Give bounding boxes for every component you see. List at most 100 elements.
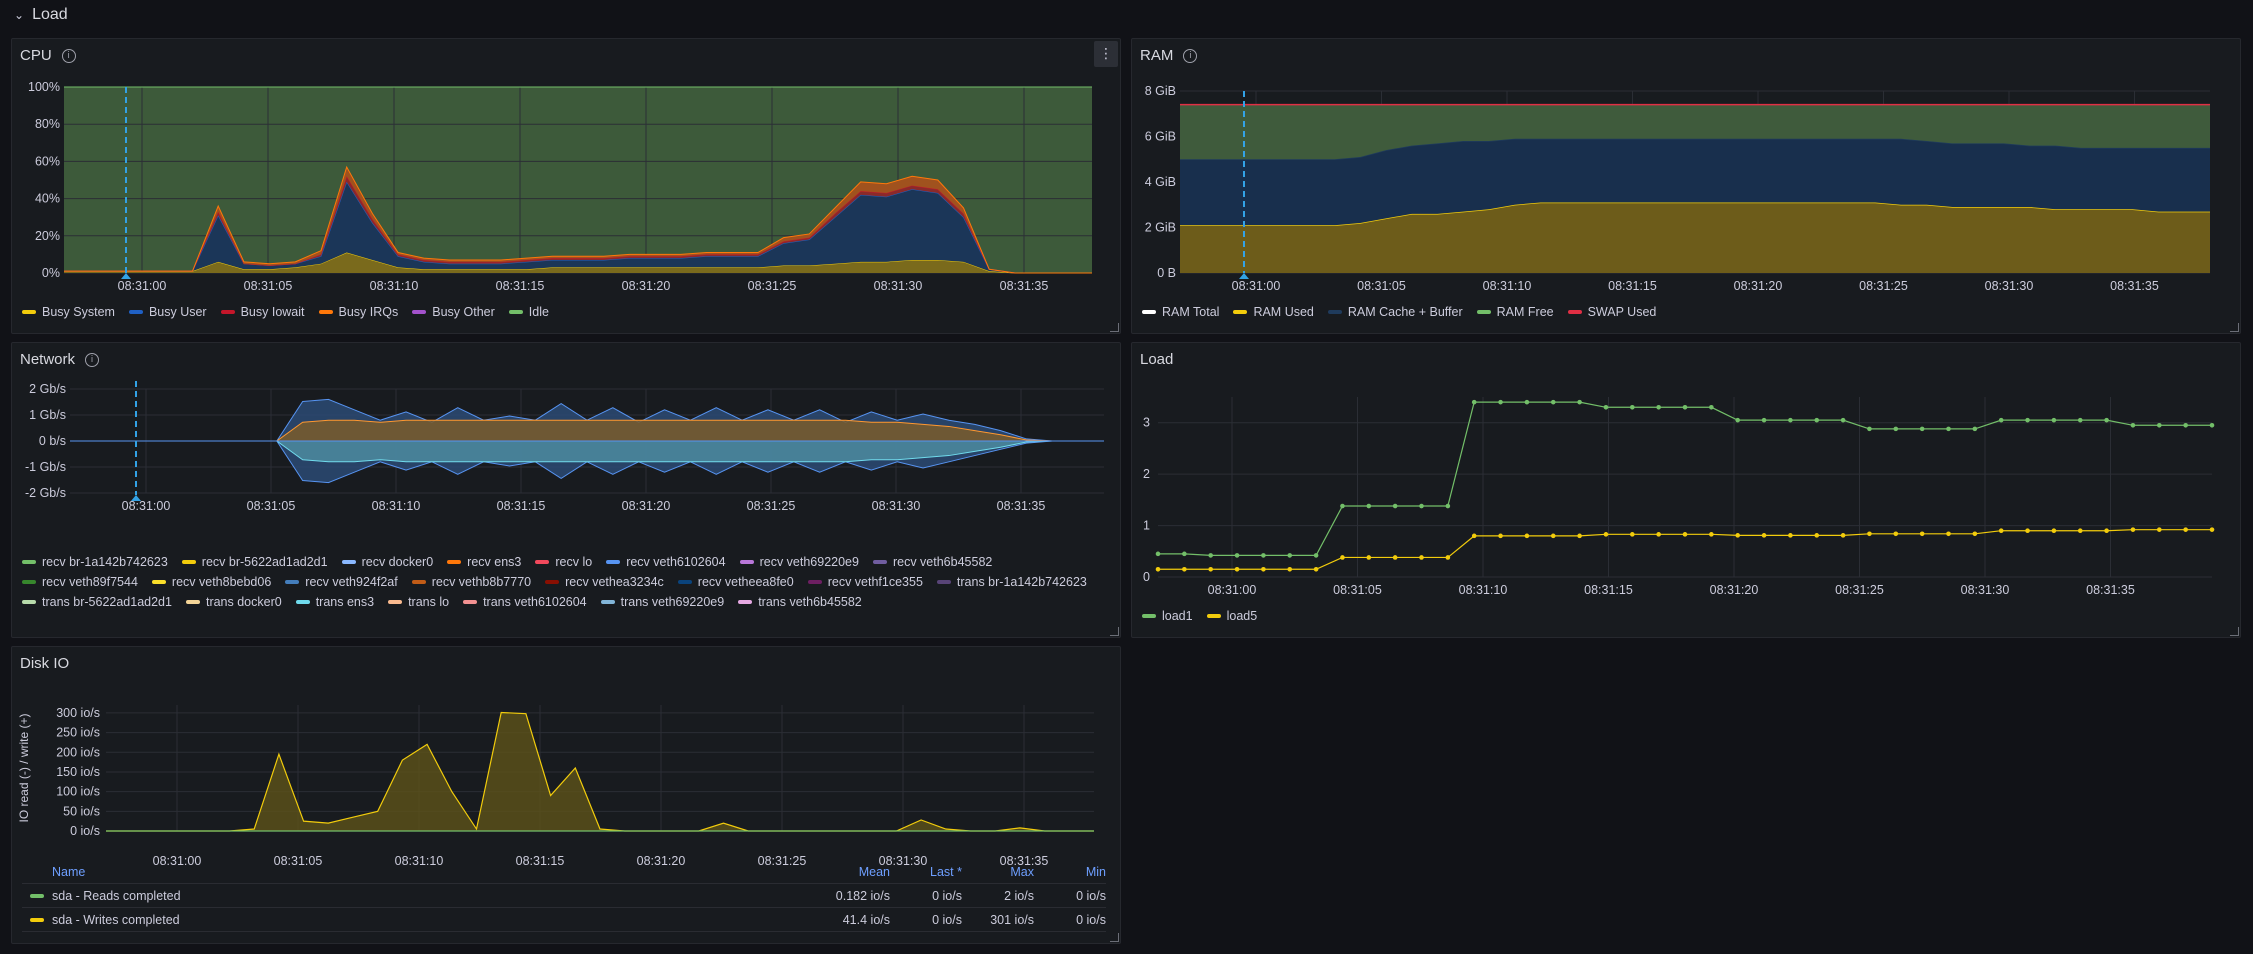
legend-item[interactable]: load1 xyxy=(1142,609,1193,623)
legend-item[interactable]: RAM Used xyxy=(1233,305,1314,319)
data-point xyxy=(1709,532,1714,537)
legend-label: load5 xyxy=(1226,609,1258,623)
legend-item[interactable]: trans veth69220e9 xyxy=(600,595,724,609)
x-tick-label: 08:31:30 xyxy=(1985,279,2034,293)
disk-io-chart[interactable]: IO read (-) / write (+) 300 io/s 250 io/s 2… xyxy=(12,681,1121,901)
row-header-load[interactable]: ⌄ Load xyxy=(14,4,68,26)
col-last[interactable]: Last * xyxy=(930,865,962,879)
legend-item[interactable]: recv veth6b45582 xyxy=(872,555,992,569)
resize-handle[interactable] xyxy=(2230,323,2239,332)
cell-max: 301 io/s xyxy=(990,912,1034,927)
network-chart[interactable]: 2 Gb/s 1 Gb/s 0 b/s -1 Gb/s -2 Gb/s 08:31:00 0… xyxy=(12,377,1121,557)
panel-title: CPU xyxy=(20,47,52,64)
legend-item[interactable]: trans br-5622ad1ad2d1 xyxy=(22,595,172,609)
legend-swatch xyxy=(318,310,333,314)
legend-item[interactable]: recv vetheea8fe0 xyxy=(677,575,794,589)
legend-item[interactable]: recv veth6102604 xyxy=(606,555,726,569)
x-tick-label: 08:31:05 xyxy=(247,499,296,513)
resize-handle[interactable] xyxy=(1110,627,1119,636)
legend-item[interactable]: trans ens3 xyxy=(295,595,374,609)
legend-item[interactable]: trans br-1a142b742623 xyxy=(936,575,1087,589)
x-tick-label: 08:31:15 xyxy=(516,854,565,868)
load-panel[interactable]: Load 3 2 1 0 08:31:00 08:31:05 08:31:10 08:31:1… xyxy=(1131,342,2241,638)
table-row[interactable]: sda - Writes completed 41.4 io/s 0 io/s … xyxy=(22,908,1106,932)
ram-panel[interactable]: RAM i 8 GiB 6 GiB 4 GiB 2 GiB 0 B 08:31:00 08:… xyxy=(1131,38,2241,334)
cpu-panel[interactable]: CPU i ⋮ 100% 80% 60% 40% 20% 0% 08:31:00 08:31:… xyxy=(11,38,1121,334)
legend-item[interactable]: recv lo xyxy=(535,555,592,569)
legend-item[interactable]: Busy System xyxy=(22,305,115,319)
legend-item[interactable]: recv veth69220e9 xyxy=(739,555,859,569)
series-name[interactable]: sda - Reads completed xyxy=(52,888,181,903)
legend-label: trans lo xyxy=(408,595,450,609)
data-point xyxy=(1788,533,1793,538)
legend-item[interactable]: recv ens3 xyxy=(447,555,521,569)
legend-item[interactable]: RAM Total xyxy=(1142,305,1219,319)
legend-item[interactable]: load5 xyxy=(1206,609,1258,623)
legend-item[interactable]: recv br-1a142b742623 xyxy=(22,555,168,569)
data-point xyxy=(1340,555,1345,560)
x-tick-label: 08:31:15 xyxy=(1608,279,1657,293)
legend-item[interactable]: recv veth924f2af xyxy=(285,575,398,589)
series-line xyxy=(64,252,1092,274)
y-tick-label: 100% xyxy=(28,80,60,94)
legend-item[interactable]: recv vethea3234c xyxy=(545,575,664,589)
panel-menu-button[interactable]: ⋮ xyxy=(1094,41,1118,67)
legend-item[interactable]: trans veth6102604 xyxy=(463,595,587,609)
x-tick-label: 08:31:20 xyxy=(622,279,671,293)
chevron-down-icon[interactable]: ⌄ xyxy=(14,8,25,22)
info-icon[interactable]: i xyxy=(61,48,76,63)
legend-item[interactable]: trans veth6b45582 xyxy=(738,595,862,609)
legend-swatch xyxy=(151,580,166,584)
legend-label: recv lo xyxy=(555,555,593,569)
data-point xyxy=(1761,417,1767,423)
legend-item[interactable]: recv br-5622ad1ad2d1 xyxy=(181,555,328,569)
legend-item[interactable]: Busy Other xyxy=(412,305,495,319)
col-min[interactable]: Min xyxy=(1085,865,1106,879)
load-chart[interactable]: 3 2 1 0 08:31:00 08:31:05 08:31:10 08:31:15 08:3… xyxy=(1132,377,2241,627)
data-point xyxy=(1182,551,1187,557)
legend-swatch xyxy=(600,600,615,604)
data-point xyxy=(1471,399,1477,405)
legend-item[interactable]: RAM Cache + Buffer xyxy=(1327,305,1463,319)
legend-item[interactable]: Busy Iowait xyxy=(220,305,305,319)
y-tick-label: 1 xyxy=(1143,519,1150,533)
col-name[interactable]: Name xyxy=(52,865,86,879)
legend-label: recv veth89f7544 xyxy=(42,575,138,589)
legend-item[interactable]: trans docker0 xyxy=(185,595,282,609)
data-point xyxy=(1287,566,1293,572)
resize-handle[interactable] xyxy=(1110,323,1119,332)
legend-item[interactable]: Idle xyxy=(508,305,549,319)
x-tick-label: 08:31:25 xyxy=(748,279,797,293)
info-icon[interactable]: i xyxy=(85,352,100,367)
legend-item[interactable]: recv veth8bebd06 xyxy=(151,575,271,589)
info-icon[interactable]: i xyxy=(1183,48,1198,63)
cpu-chart[interactable]: 100% 80% 60% 40% 20% 0% 08:31:00 08:31:05 08:31:… xyxy=(12,73,1121,323)
data-point xyxy=(2183,527,2188,532)
legend-item[interactable]: trans lo xyxy=(388,595,449,609)
disk-io-panel[interactable]: Disk IO IO read (-) / write (+) 300 io/s 2… xyxy=(11,646,1121,944)
legend-item[interactable]: Busy IRQs xyxy=(318,305,398,319)
legend-label: recv vethea3234c xyxy=(565,575,664,589)
legend-item[interactable]: recv vethf1ce355 xyxy=(807,575,923,589)
resize-handle[interactable] xyxy=(2230,627,2239,636)
ram-chart[interactable]: 8 GiB 6 GiB 4 GiB 2 GiB 0 B 08:31:00 08:31:05 0… xyxy=(1132,73,2241,323)
y-tick-label: 20% xyxy=(35,229,60,243)
table-row[interactable]: sda - Reads completed 0.182 io/s 0 io/s … xyxy=(22,884,1106,908)
data-point xyxy=(1445,555,1451,560)
data-point xyxy=(2209,422,2215,428)
legend-item[interactable]: Busy User xyxy=(128,305,207,319)
legend-label: recv veth6102604 xyxy=(626,555,726,569)
resize-handle[interactable] xyxy=(1110,933,1119,942)
col-max[interactable]: Max xyxy=(1010,865,1034,879)
x-tick-label: 08:31:30 xyxy=(872,499,921,513)
series-name[interactable]: sda - Writes completed xyxy=(52,912,180,927)
legend-item[interactable]: recv veth89f7544 xyxy=(22,575,138,589)
data-point xyxy=(1234,566,1240,572)
network-panel[interactable]: Network i 2 Gb/s 1 Gb/s 0 b/s -1 Gb/s -2 Gb/… xyxy=(11,342,1121,638)
data-point xyxy=(1867,426,1872,432)
legend-item[interactable]: SWAP Used xyxy=(1567,305,1656,319)
legend-item[interactable]: recv docker0 xyxy=(341,555,433,569)
legend-item[interactable]: RAM Free xyxy=(1476,305,1554,319)
legend-item[interactable]: recv vethb8b7770 xyxy=(411,575,531,589)
col-mean[interactable]: Mean xyxy=(858,865,890,879)
